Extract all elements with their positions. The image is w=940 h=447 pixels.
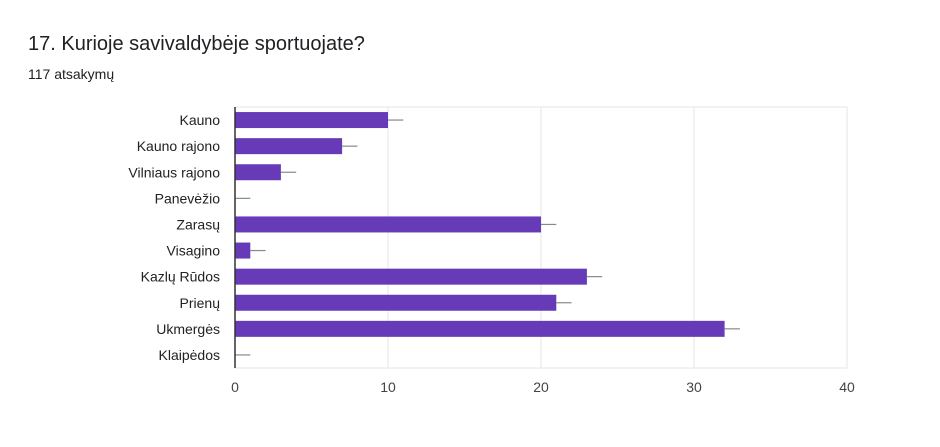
x-tick-label: 20 xyxy=(533,379,549,395)
question-title: 17. Kurioje savivaldybėje sportuojate? xyxy=(28,33,365,55)
x-tick-label: 10 xyxy=(380,379,396,395)
bar xyxy=(235,216,541,233)
category-label: Panevėžio xyxy=(155,190,221,206)
x-tick-label: 0 xyxy=(231,379,239,395)
response-count: 117 atsakymų xyxy=(28,66,115,82)
category-label: Zarasų xyxy=(176,216,220,232)
category-label: Visagino xyxy=(167,243,221,259)
bar xyxy=(235,242,251,259)
bar xyxy=(235,320,725,337)
category-label: Kazlų Rūdos xyxy=(141,269,220,285)
category-label: Vilniaus rajono xyxy=(128,164,220,180)
bar xyxy=(235,268,587,285)
category-label: Klaipėdos xyxy=(159,347,221,363)
bar xyxy=(235,164,281,181)
category-label: Kauno rajono xyxy=(137,138,221,154)
bar xyxy=(235,138,343,155)
category-label: Prienų xyxy=(180,295,221,311)
x-tick-label: 30 xyxy=(686,379,702,395)
category-label: Kauno xyxy=(180,112,221,128)
bar xyxy=(235,112,388,129)
x-tick-label: 40 xyxy=(839,379,855,395)
bar xyxy=(235,294,557,311)
category-label: Ukmergės xyxy=(156,321,220,337)
